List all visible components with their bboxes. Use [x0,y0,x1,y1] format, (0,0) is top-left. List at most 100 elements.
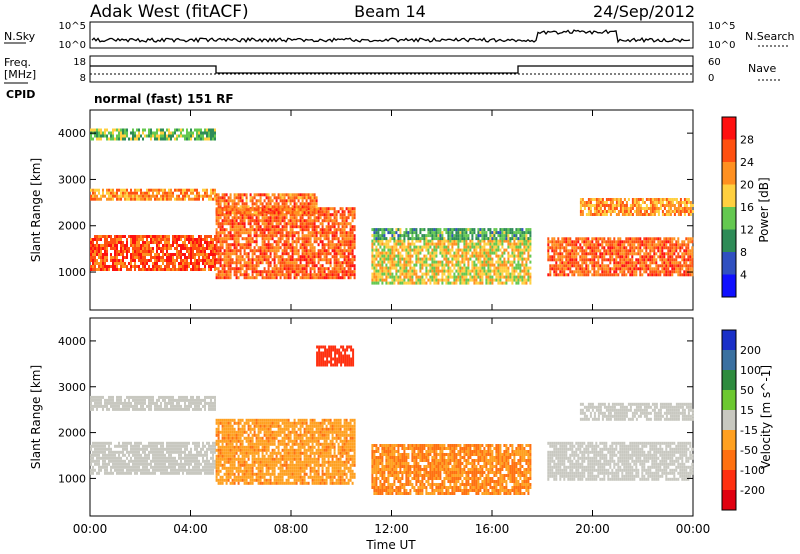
echo-cell [565,273,568,277]
echo-cell [325,228,328,232]
echo-cell [198,265,200,268]
echo-cell [148,247,150,250]
echo-cell [223,228,226,232]
echo-cell [595,261,598,265]
echo-cell [273,246,276,250]
echo-cell [655,243,658,247]
echo-cell [623,261,626,265]
echo-cell [140,262,142,265]
echo-cell [319,210,322,214]
echo-cell [421,260,424,264]
echo-cell [315,205,318,209]
echo-cell [162,244,164,247]
echo-cell [194,256,196,259]
echo-cell [591,240,594,244]
echo-cell [595,237,598,241]
echo-cell [198,131,200,135]
echo-cell [331,222,334,226]
echo-cell [215,276,218,280]
echo-cell [463,242,466,246]
echo-cell [233,237,236,241]
echo-cell [605,198,608,201]
echo-cell [587,201,590,204]
echo-cell [233,205,236,209]
echo-cell [194,253,196,256]
echo-cell [229,258,232,262]
echo-cell [525,228,528,232]
echo-cell [489,242,492,246]
echo-cell [503,228,506,232]
echo-cell [279,228,282,232]
echo-cell [106,256,108,259]
echo-cell [651,210,654,213]
echo-cell [567,261,570,265]
echo-cell [158,247,160,250]
echo-cell [483,239,486,243]
echo-cell [194,194,196,198]
echo-cell [229,199,232,203]
echo-cell [583,204,586,207]
echo-cell [401,248,404,252]
echo-cell [204,131,206,135]
echo-cell [471,234,474,238]
echo-cell [335,255,338,259]
echo-cell [583,252,586,256]
echo-cell [569,261,572,265]
echo-cell [465,234,468,238]
echo-cell [649,258,652,262]
echo-cell [595,240,598,244]
echo-cell [485,281,488,285]
echo-cell [259,219,262,223]
echo-cell [146,253,148,256]
echo-cell [229,273,232,277]
station-title: Adak West (fitACF) [90,2,249,22]
echo-cell [451,263,454,267]
echo-cell [691,261,694,265]
echo-cell [313,231,316,235]
echo-cell [128,262,130,265]
echo-cell [563,261,566,265]
echo-cell [112,194,114,198]
echo-cell [429,257,432,261]
echo-cell [241,273,244,277]
echo-cell [407,251,410,255]
echo-cell [112,241,114,244]
echo-cell [215,222,218,226]
echo-cell [245,273,248,277]
echo-cell [463,260,466,264]
echo-cell [383,228,386,232]
echo-cell [307,193,310,197]
echo-cell [449,275,452,279]
echo-cell [229,267,232,271]
echo-cell [443,263,446,267]
echo-cell [138,259,140,262]
echo-cell [473,263,476,267]
echo-cell [148,265,150,268]
echo-cell [337,243,340,247]
echo-cell [445,245,448,249]
echo-cell [219,216,222,220]
echo-cell [473,251,476,255]
echo-cell [523,237,526,241]
echo-cell [204,265,206,268]
echo-cell [327,231,330,235]
echo-cell [104,253,106,256]
echo-cell [285,252,288,256]
echo-cell [299,205,302,209]
echo-cell [219,252,222,256]
echo-cell [259,246,262,250]
echo-cell [479,281,482,285]
echo-cell [313,228,316,232]
echo-cell [353,213,356,217]
echo-cell [493,269,496,273]
echo-cell [407,260,410,264]
echo-cell [481,239,484,243]
echo-cell [186,131,188,135]
echo-cell [102,259,104,262]
echo-cell [373,269,376,273]
echo-cell [112,197,114,201]
echo-cell [493,251,496,255]
echo-cell [399,234,402,238]
echo-cell [215,249,218,253]
echo-cell [633,243,636,247]
